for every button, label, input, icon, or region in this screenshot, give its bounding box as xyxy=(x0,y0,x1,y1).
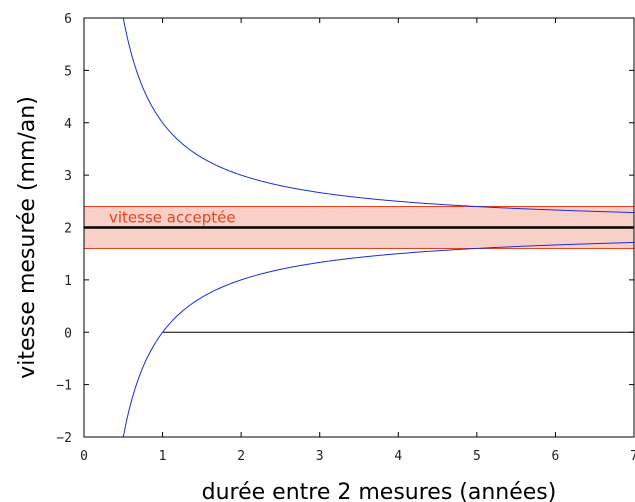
y-tick-label: 0 xyxy=(64,326,72,341)
x-tick-label: 2 xyxy=(237,449,245,464)
band-label: vitesse acceptée xyxy=(109,209,236,227)
x-tick-label: 3 xyxy=(316,449,324,464)
y-tick-label: −1 xyxy=(56,379,72,394)
y-tick-label: 5 xyxy=(64,64,72,79)
ticks-layer: 0 1 2 3 4 5 6 7 −2 −1 0 1 2 3 4 5 6 xyxy=(56,12,635,464)
series-curve-1 xyxy=(122,17,635,214)
y-axis-title: vitesse mesurée (mm/an) xyxy=(15,96,40,379)
x-axis-title: durée entre 2 mesures (années) xyxy=(202,480,557,502)
y-tick-label: 1 xyxy=(64,274,72,289)
y-tick-label: 2 xyxy=(64,222,72,237)
series-curve-2 xyxy=(122,241,635,438)
x-tick-label: 0 xyxy=(80,449,88,464)
series-layer xyxy=(122,17,635,438)
x-tick-label: 5 xyxy=(473,449,481,464)
y-tick-label: 6 xyxy=(64,12,72,27)
y-tick-label: 4 xyxy=(64,117,72,132)
y-tick-label: 3 xyxy=(64,169,72,184)
x-tick-label: 1 xyxy=(159,449,167,464)
x-tick-label: 4 xyxy=(394,449,402,464)
y-tick-label: −2 xyxy=(56,431,72,446)
x-tick-label: 6 xyxy=(552,449,560,464)
x-tick-label: 7 xyxy=(630,449,635,464)
